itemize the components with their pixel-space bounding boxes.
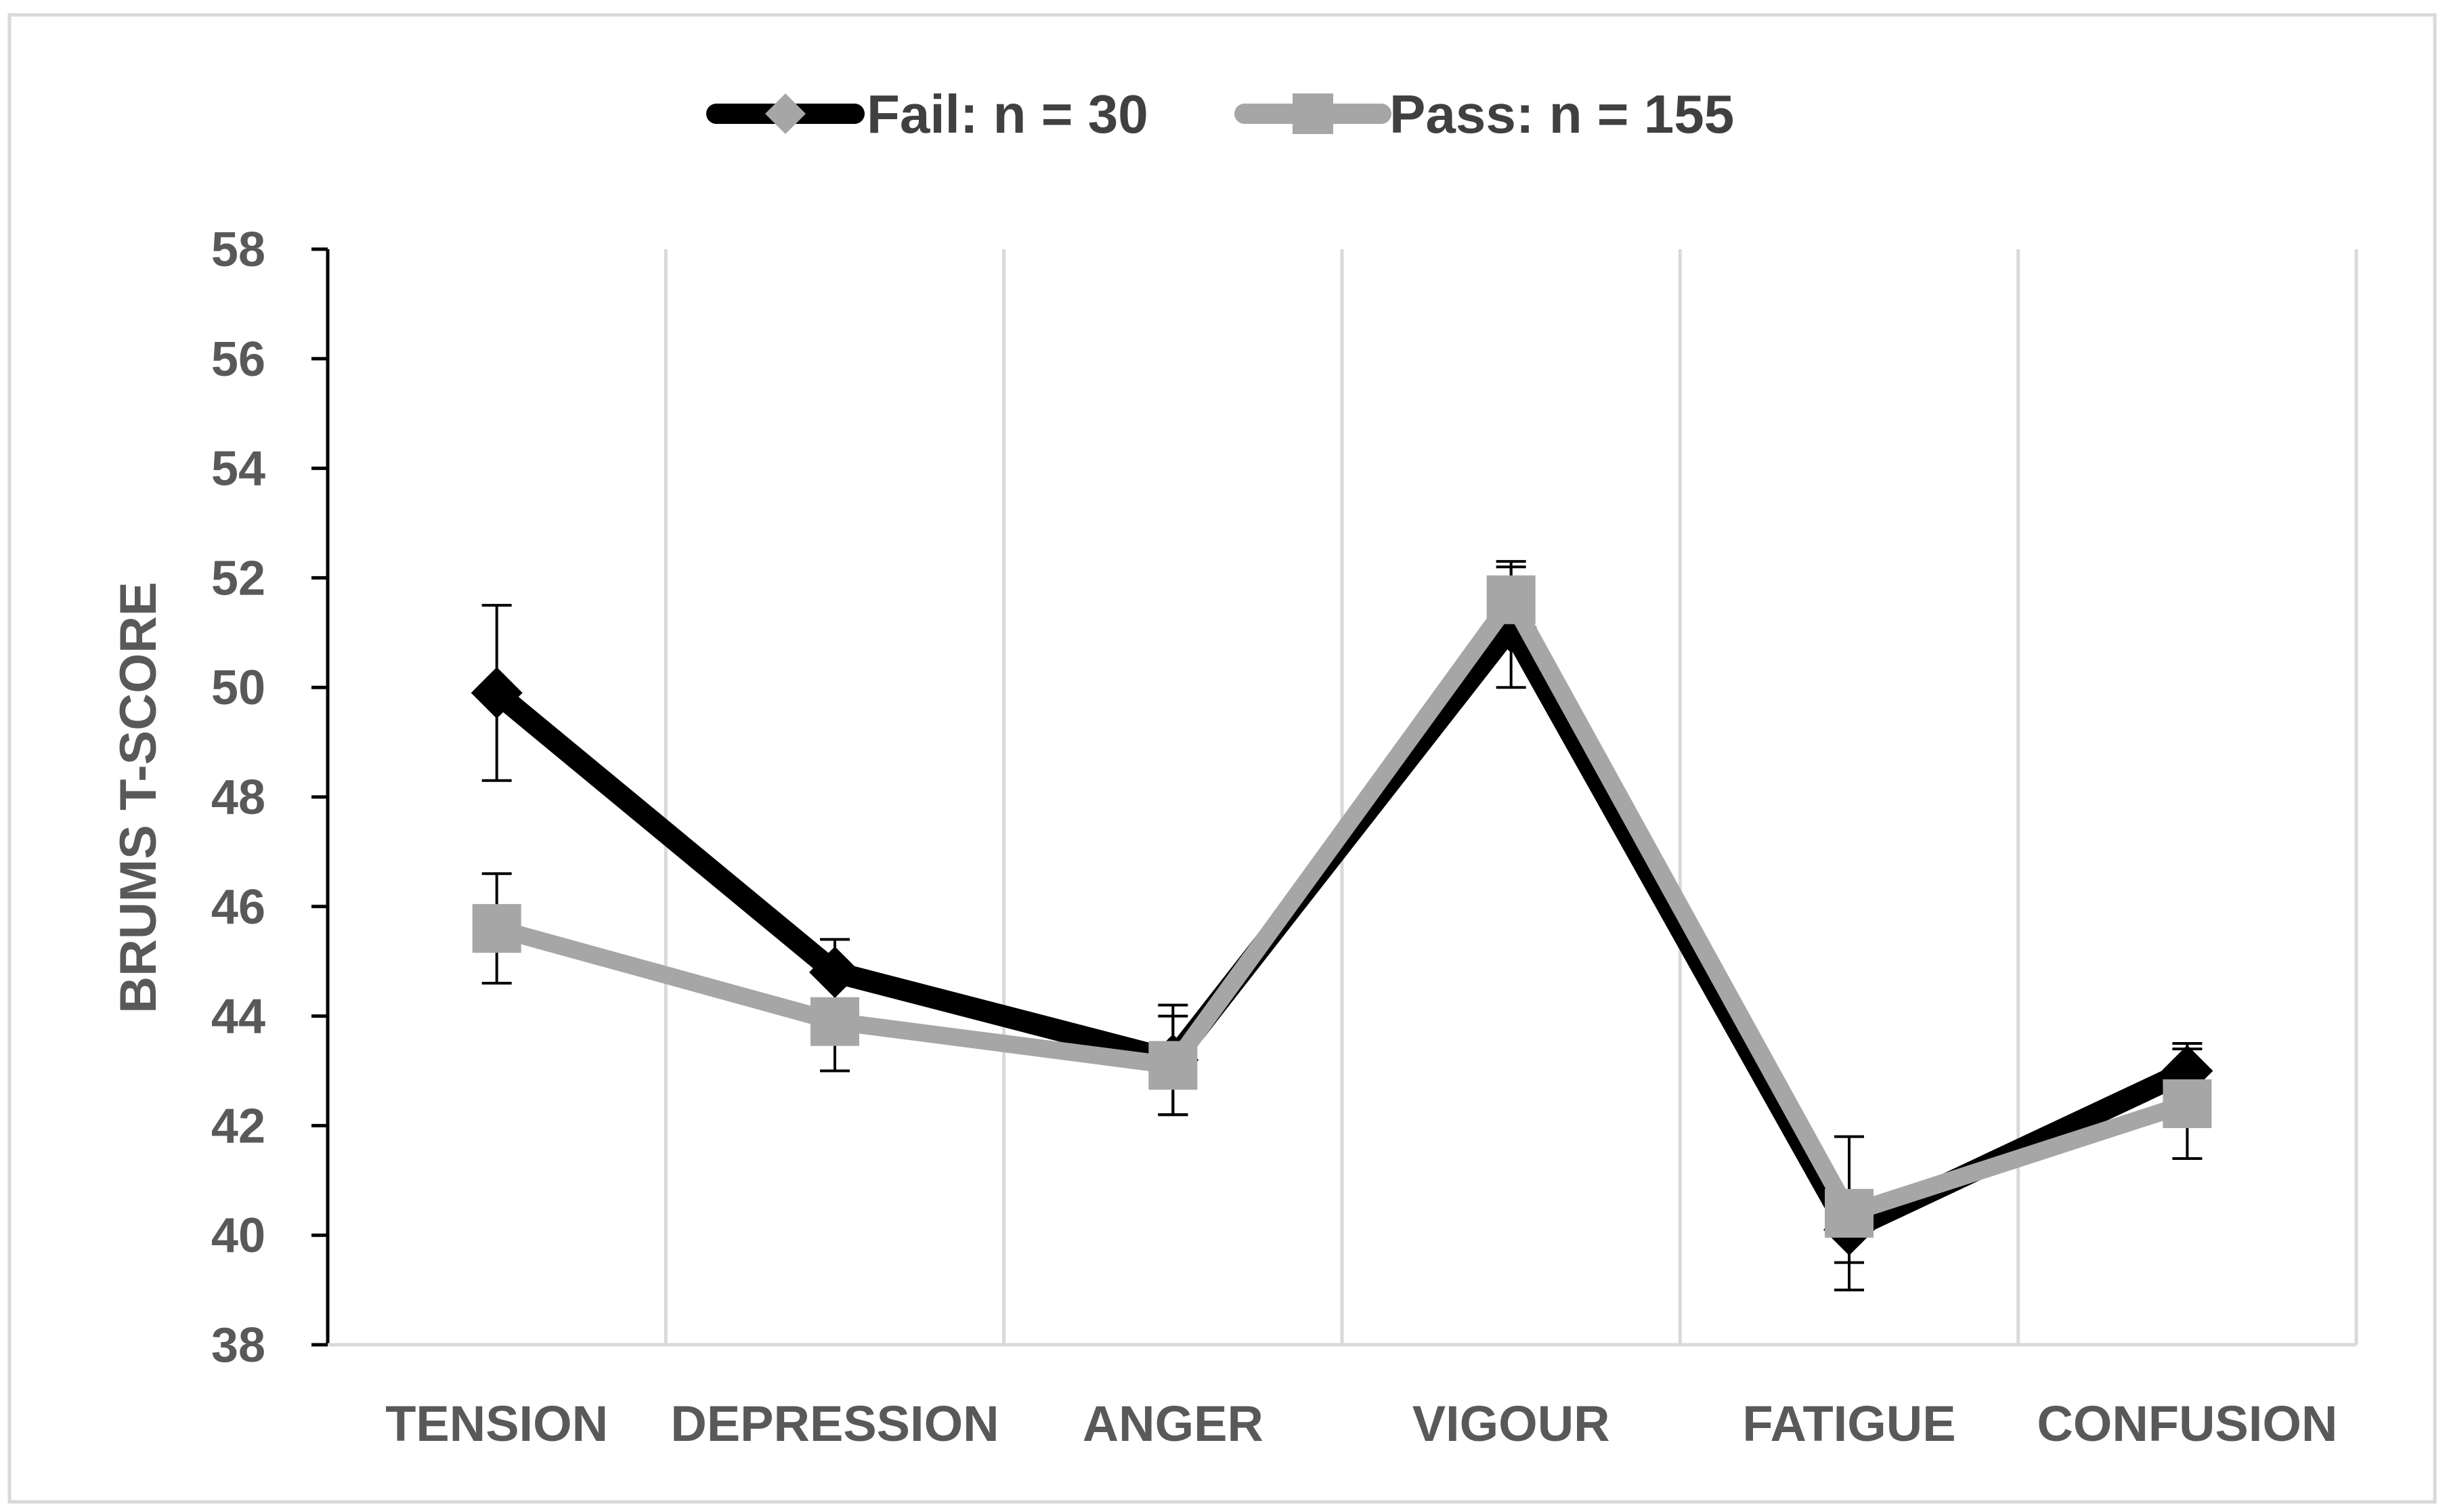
y-tick-label: 40: [211, 1209, 265, 1263]
legend-marker: [765, 93, 806, 134]
y-tick-label: 46: [211, 880, 265, 934]
data-point-fail: [809, 946, 861, 998]
legend-label: Fail: n = 30: [867, 84, 1148, 144]
y-axis-title: BRUMS T-SCORE: [110, 582, 167, 1014]
data-point-fail: [471, 667, 523, 719]
y-tick-label: 54: [211, 442, 265, 496]
chart-border: [7, 13, 2437, 1504]
data-point-pass: [472, 904, 521, 953]
data-point-pass: [810, 997, 859, 1046]
legend-label: Pass: n = 155: [1389, 84, 1734, 144]
x-tick-label: ANGER: [1083, 1396, 1263, 1452]
data-point-pass: [1825, 1188, 1874, 1238]
y-tick-label: 56: [211, 332, 265, 387]
series-line-pass: [488, 590, 2197, 1222]
legend: Fail: n = 30 Pass: n = 155: [706, 84, 1734, 144]
x-tick-label: VIGOUR: [1412, 1396, 1610, 1452]
series: [471, 575, 2213, 1256]
legend-marker: [1293, 93, 1333, 134]
tick-labels: 38 40 42 44 46 48 50 52 54 56 58 TENSION DEPRESSION A…: [211, 223, 2337, 1452]
data-point-pass: [1148, 1041, 1198, 1090]
x-tick-label: FATIGUE: [1742, 1396, 1955, 1452]
axes: [311, 247, 2356, 1347]
y-tick-label: 48: [211, 771, 265, 825]
data-point-pass: [2163, 1079, 2212, 1129]
y-tick-label: 52: [211, 551, 265, 605]
legend-item-pass: Pass: n = 155: [1234, 84, 1734, 144]
y-tick-label: 58: [211, 223, 265, 277]
grid: [664, 249, 2358, 1345]
y-tick-label: 44: [211, 990, 265, 1044]
legend-item-fail: Fail: n = 30: [706, 84, 1148, 144]
x-tick-label: CONFUSION: [2037, 1396, 2337, 1452]
y-tick-label: 38: [211, 1318, 265, 1373]
y-tick-label: 42: [211, 1099, 265, 1153]
x-tick-label: DEPRESSION: [670, 1396, 999, 1452]
x-tick-label: TENSION: [385, 1396, 608, 1452]
data-point-pass: [1486, 575, 1536, 624]
y-tick-label: 50: [211, 661, 265, 715]
